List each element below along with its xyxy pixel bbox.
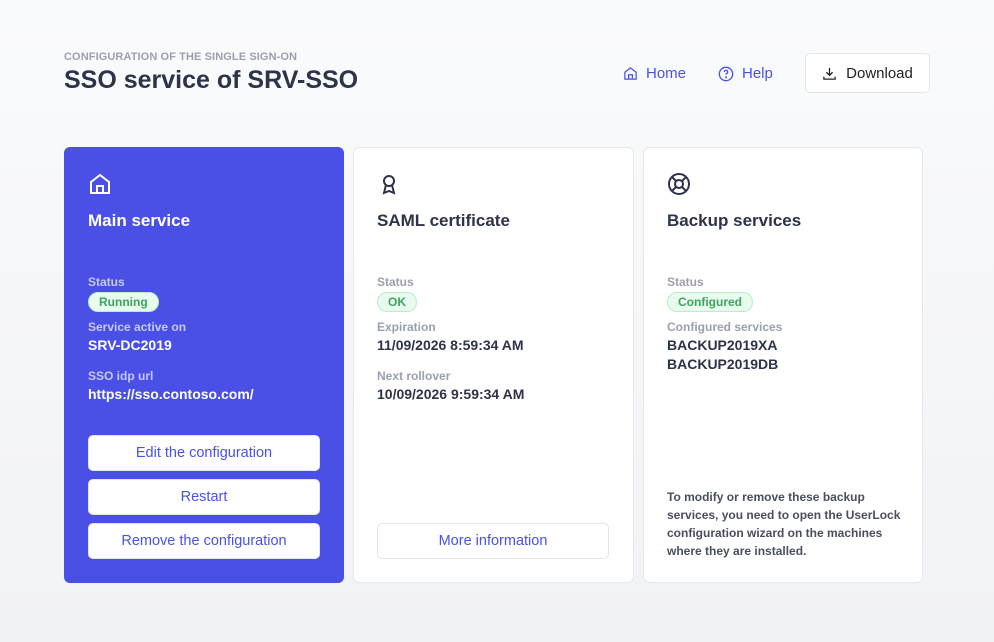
status-label: Status [377, 275, 414, 289]
rollover-label: Next rollover [377, 369, 451, 383]
expiration-label: Expiration [377, 320, 436, 334]
page-title: SSO service of SRV-SSO [64, 66, 359, 94]
status-badge: Running [88, 292, 159, 312]
help-link[interactable]: Help [718, 65, 773, 82]
rollover-value: 10/09/2026 9:59:34 AM [377, 386, 525, 402]
award-icon [382, 175, 396, 195]
status-label: Status [88, 275, 125, 289]
help-icon [718, 66, 734, 81]
home-icon [624, 67, 637, 80]
active-value: SRV-DC2019 [88, 337, 172, 353]
status-badge: OK [377, 292, 417, 312]
download-icon [823, 67, 836, 80]
card-title: Main service [88, 211, 191, 230]
help-label: Help [742, 65, 773, 82]
service-item: BACKUP2019XA [667, 337, 778, 353]
saml-certificate-card: SAML certificate Status OK Expiration 11… [353, 147, 634, 583]
main-service-card: Main service Status Running Service acti… [64, 147, 344, 583]
restart-button[interactable]: Restart [88, 479, 320, 515]
services-label: Configured services [667, 320, 783, 334]
url-value: https://sso.contoso.com/ [88, 386, 254, 402]
status-label: Status [667, 275, 704, 289]
more-information-button[interactable]: More information [377, 523, 609, 559]
card-title: Backup services [667, 211, 802, 230]
service-item: BACKUP2019DB [667, 356, 779, 372]
remove-configuration-button[interactable]: Remove the configuration [88, 523, 320, 559]
download-button[interactable]: Download [805, 53, 930, 93]
page-subtitle: CONFIGURATION OF THE SINGLE SIGN-ON [64, 51, 298, 63]
expiration-value: 11/09/2026 8:59:34 AM [377, 337, 524, 353]
active-label: Service active on [88, 320, 187, 334]
download-label: Download [846, 64, 913, 82]
home-icon [90, 173, 110, 194]
backup-note: To modify or remove these backup service… [667, 490, 901, 558]
edit-configuration-button[interactable]: Edit the configuration [88, 435, 320, 471]
backup-services-card: Backup services Status Configured Config… [643, 147, 923, 583]
card-title: SAML certificate [377, 211, 510, 230]
home-label: Home [646, 65, 687, 82]
status-badge: Configured [667, 292, 753, 312]
url-label: SSO idp url [88, 369, 154, 383]
lifebuoy-icon [668, 173, 690, 195]
home-link[interactable]: Home [623, 65, 686, 82]
